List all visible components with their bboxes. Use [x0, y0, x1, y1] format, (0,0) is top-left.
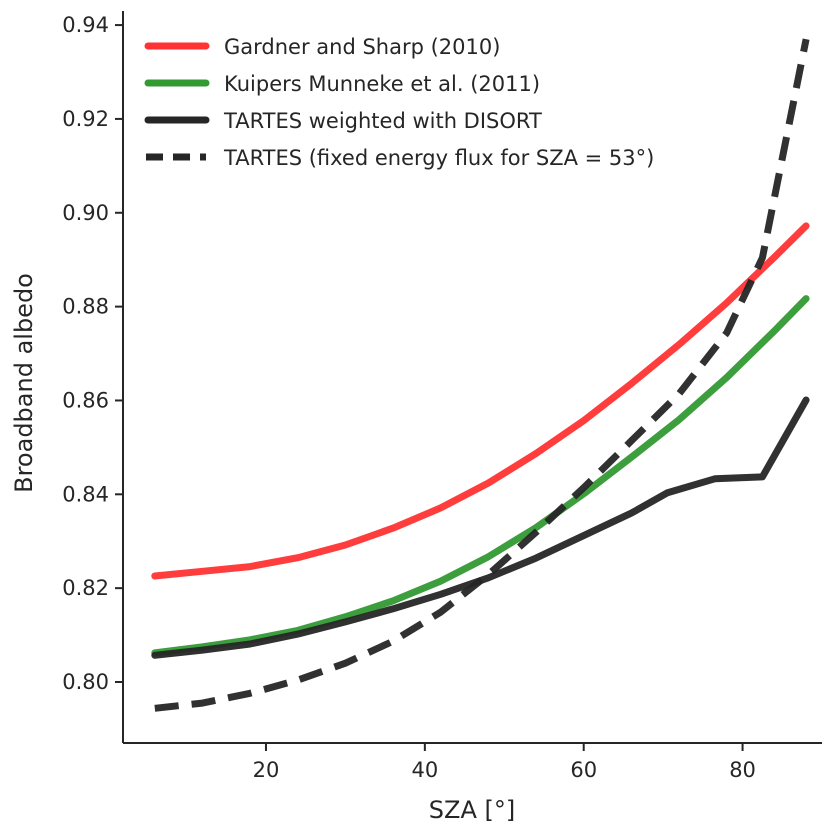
- series-line-4: [154, 38, 810, 712]
- series-line-3: [151, 396, 810, 659]
- y-tick-label: 0.84: [62, 482, 109, 506]
- x-axis-ticks: 20 40 60 80: [253, 743, 756, 782]
- series-line-2: [151, 295, 810, 657]
- legend-label-3: TARTES weighted with DISORT: [223, 109, 542, 133]
- axes-frame: [122, 11, 822, 744]
- y-tick-label: 0.86: [62, 388, 109, 412]
- y-tick-label: 0.82: [62, 576, 109, 600]
- series-line-1: [151, 222, 810, 580]
- x-tick-label: 60: [570, 758, 597, 782]
- y-axis-ticks: 0.80 0.82 0.84 0.86 0.88 0.90 0.92 0.94: [62, 13, 123, 694]
- x-tick-label: 20: [253, 758, 280, 782]
- y-tick-label: 0.94: [62, 13, 109, 37]
- y-tick-label: 0.90: [62, 201, 109, 225]
- y-tick-label: 0.92: [62, 107, 109, 131]
- series-layer: [151, 38, 810, 712]
- legend-label-4: TARTES (fixed energy flux for SZA = 53°): [223, 146, 654, 170]
- y-axis-label: Broadband albedo: [10, 273, 38, 493]
- legend-label-2: Kuipers Munneke et al. (2011): [224, 72, 540, 96]
- x-axis-label: SZA [°]: [429, 796, 515, 824]
- x-tick-label: 40: [411, 758, 438, 782]
- x-tick-label: 80: [729, 758, 756, 782]
- y-tick-label: 0.80: [62, 670, 109, 694]
- legend-label-1: Gardner and Sharp (2010): [224, 35, 500, 59]
- y-tick-label: 0.88: [62, 295, 109, 319]
- legend: Gardner and Sharp (2010) Kuipers Munneke …: [144, 35, 654, 170]
